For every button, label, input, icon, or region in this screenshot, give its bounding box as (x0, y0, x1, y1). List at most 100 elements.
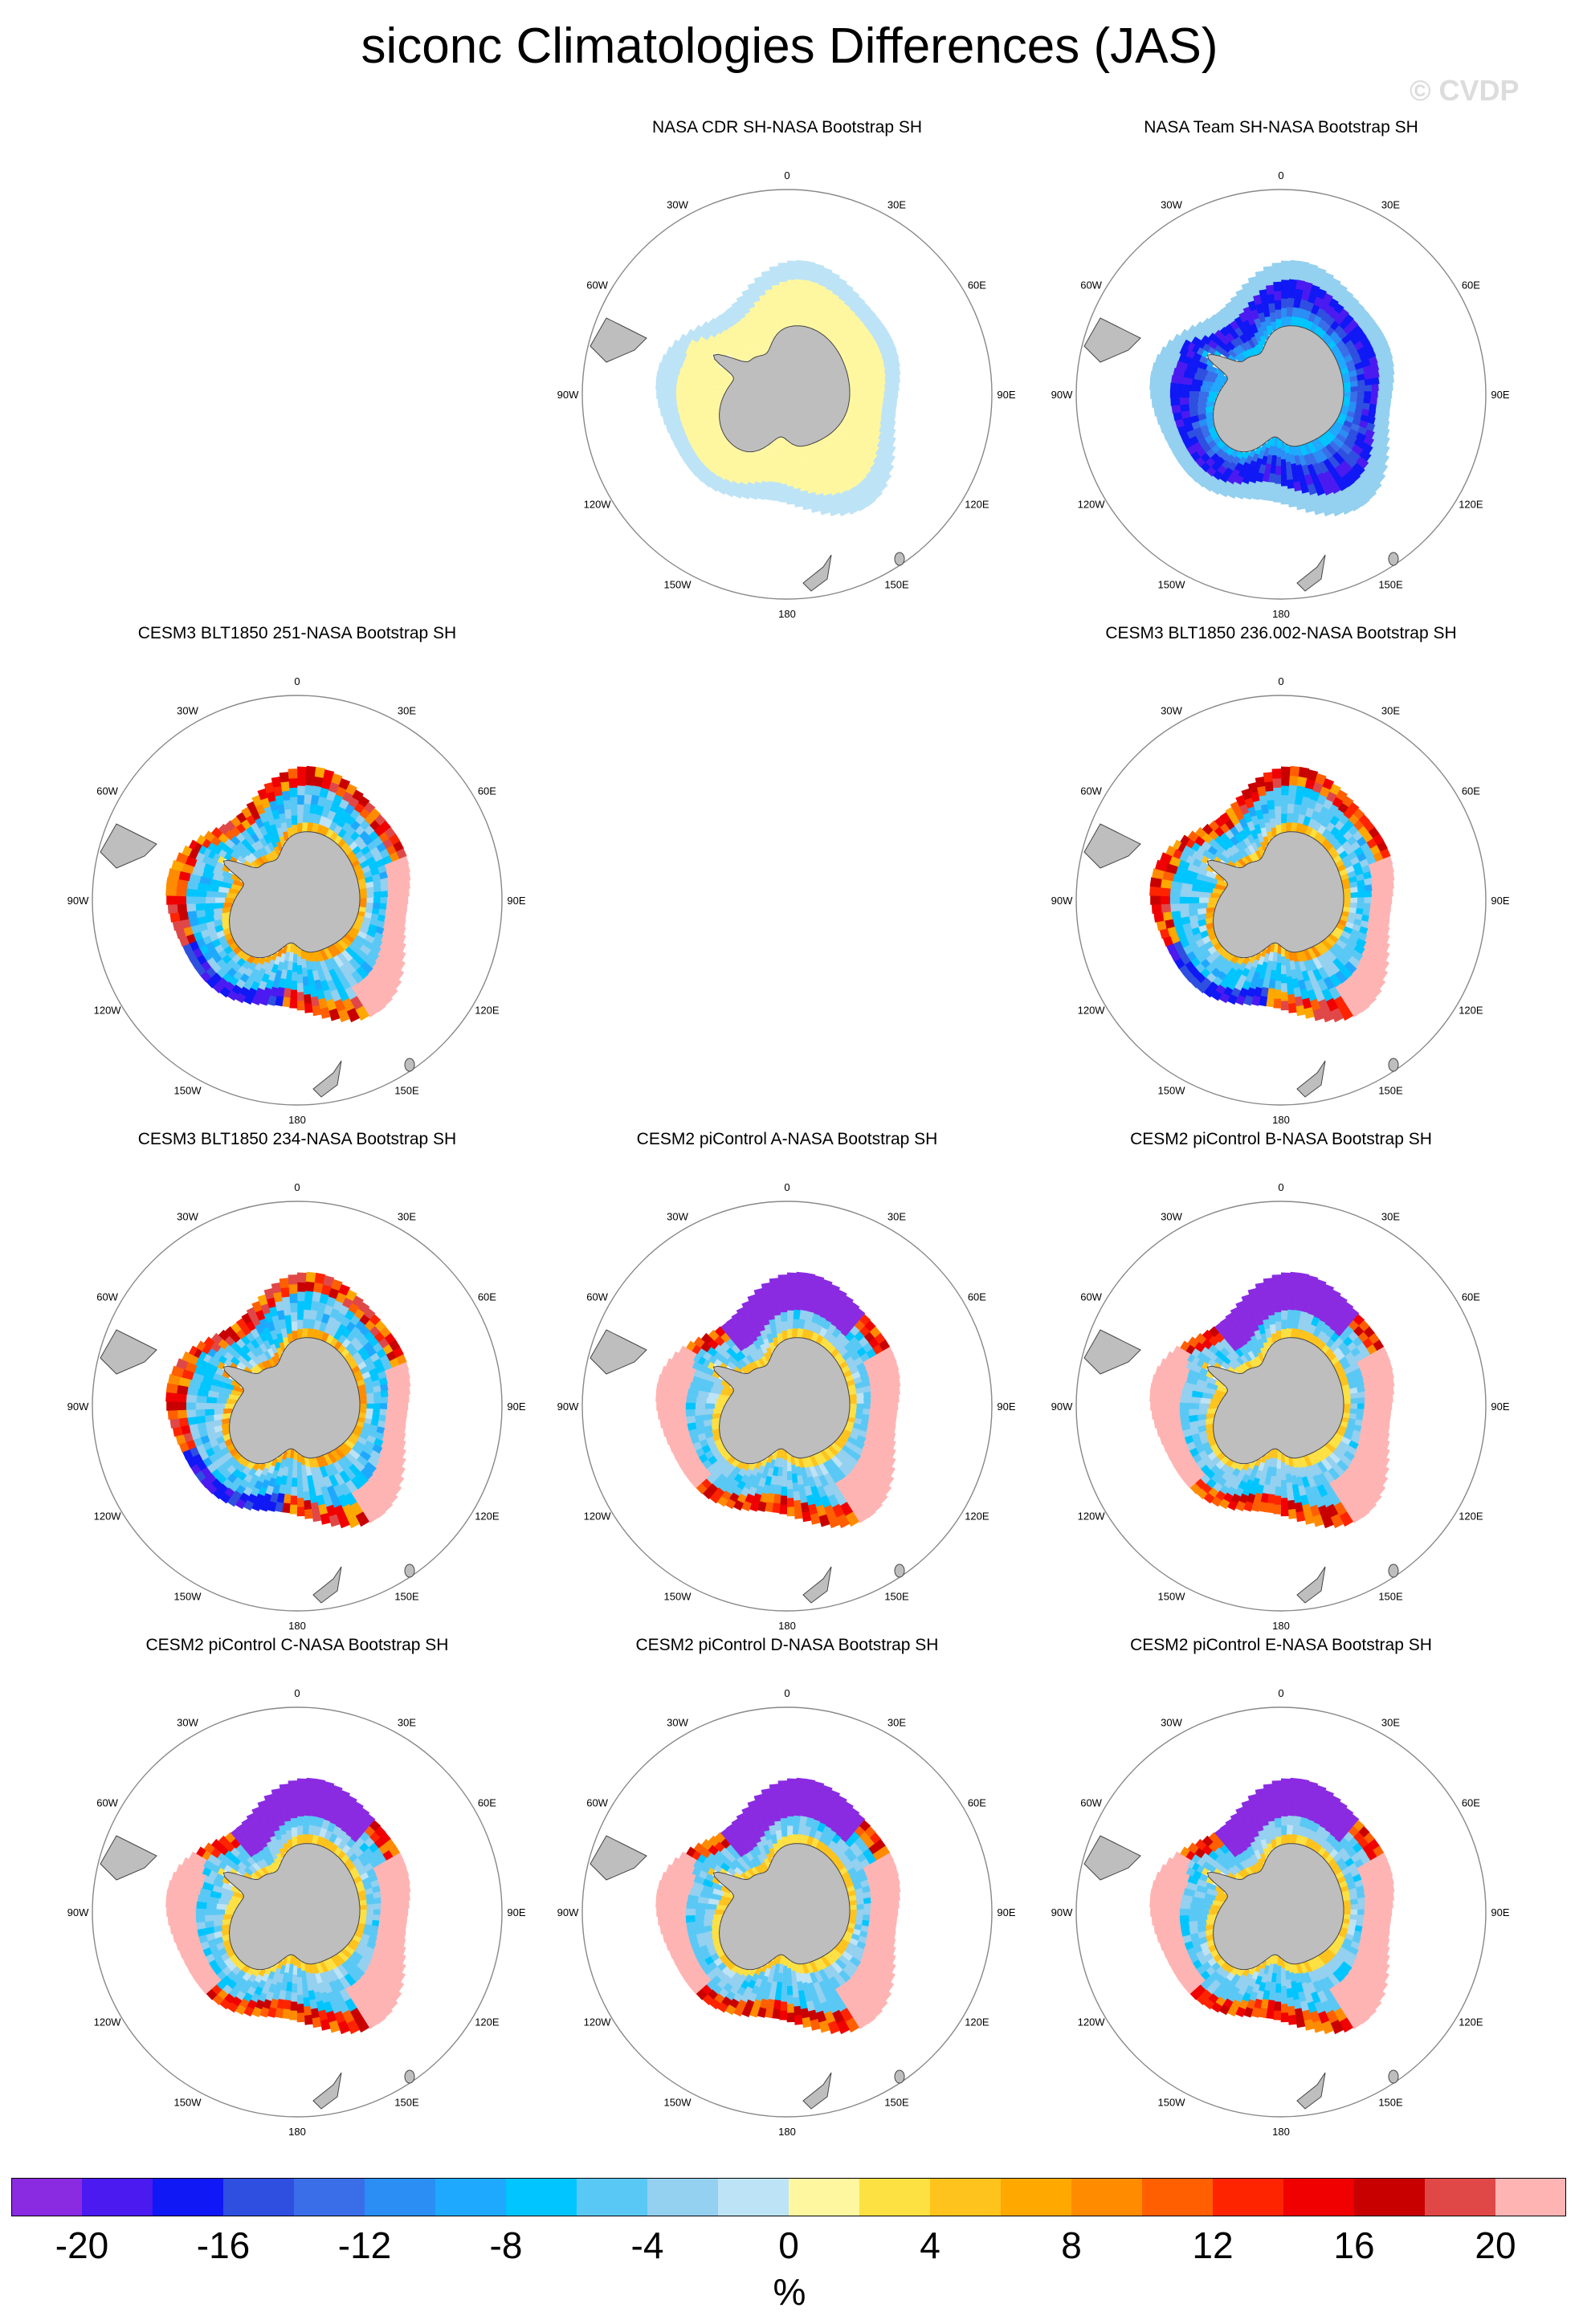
sea-ice-cell (1343, 386, 1352, 393)
sea-ice-cell (1194, 467, 1206, 478)
sea-ice-cell (269, 986, 279, 998)
sea-ice-cell (389, 1943, 399, 1953)
sea-ice-cell (387, 1908, 395, 1916)
sea-ice-cell (1294, 490, 1304, 501)
sea-ice-cell (284, 808, 292, 819)
sea-ice-cell (1375, 353, 1386, 363)
sea-ice-cell (183, 926, 194, 937)
sea-ice-cell (1368, 1332, 1380, 1344)
sea-ice-cell (1329, 1289, 1341, 1302)
sea-ice-cell (748, 450, 757, 460)
sea-ice-cell (816, 283, 826, 296)
sea-ice-cell (1229, 1320, 1240, 1331)
sea-ice-cell (1350, 385, 1359, 393)
sea-ice-cell (1355, 873, 1365, 882)
sea-ice-cell (1368, 356, 1379, 365)
sea-ice-cell (888, 1417, 897, 1426)
sea-ice-cell (1364, 877, 1373, 886)
sea-ice-cell (884, 434, 896, 446)
sea-ice-cell (209, 1944, 219, 1954)
sea-ice-cell (659, 1418, 671, 1429)
sea-ice-cell (1196, 361, 1208, 370)
sea-ice-cell (711, 406, 720, 414)
sea-ice-cell (1205, 1370, 1215, 1379)
sea-ice-cell (359, 1904, 368, 1910)
sea-ice-cell (1357, 426, 1369, 436)
sea-ice-cell (757, 465, 766, 476)
sea-ice-cell (292, 953, 297, 964)
sea-ice-cell (741, 1348, 750, 1358)
sea-ice-cell (1348, 308, 1360, 320)
sea-ice-cell (1300, 823, 1308, 834)
sea-ice-cell (320, 1992, 330, 2004)
sea-ice-cell (1347, 1001, 1362, 1017)
sea-ice-cell (1323, 459, 1335, 472)
sea-ice-cell (289, 2010, 297, 2020)
longitude-label: 90E (1491, 1401, 1509, 1413)
sea-ice-cell (809, 1466, 818, 1478)
sea-ice-cell (1281, 776, 1291, 786)
sea-ice-cell (830, 1348, 840, 1358)
sea-ice-cell (1169, 1409, 1181, 1418)
sea-ice-cell (849, 392, 858, 398)
sea-ice-cell (255, 829, 264, 840)
sea-ice-cell (883, 1402, 892, 1410)
sea-ice-cell (805, 455, 813, 467)
sea-ice-cell (301, 1473, 308, 1484)
sea-ice-cell (1345, 359, 1356, 368)
sea-ice-cell (235, 841, 247, 851)
sea-ice-cell (676, 374, 689, 384)
longitude-label: 150E (394, 1084, 419, 1096)
sea-ice-cell (714, 1403, 725, 1409)
sea-ice-cell (736, 329, 745, 340)
sea-ice-cell (857, 444, 870, 456)
sea-ice-cell (246, 1350, 256, 1360)
sea-ice-cell (314, 979, 323, 991)
sea-ice-cell (885, 427, 896, 438)
sea-ice-cell (772, 1336, 779, 1348)
sea-ice-cell (690, 455, 702, 467)
sea-ice-cell (891, 1402, 899, 1411)
sea-ice-cell (869, 397, 877, 404)
sea-ice-cell (386, 903, 394, 911)
sea-ice-cell (1251, 1357, 1260, 1368)
sea-ice-cell (766, 297, 775, 308)
sea-ice-cell (1251, 995, 1261, 1006)
sea-ice-cell (1194, 826, 1207, 839)
sea-ice-cell (284, 1991, 292, 2001)
sea-ice-cell (762, 326, 771, 337)
sea-ice-cell (1328, 973, 1342, 989)
sea-ice-cell (346, 850, 356, 860)
sea-ice-cell (271, 777, 282, 788)
sea-ice-cell (666, 389, 676, 399)
sea-ice-cell (1235, 288, 1246, 301)
sea-ice-cell (863, 1403, 871, 1409)
sea-ice-cell (264, 966, 273, 976)
sea-ice-cell (335, 785, 347, 798)
sea-ice-cell (361, 921, 371, 930)
sea-ice-cell (361, 1877, 372, 1886)
longitude-label: 120W (584, 499, 612, 511)
sea-ice-cell (1303, 281, 1313, 292)
sea-ice-cell (685, 1415, 696, 1425)
sea-ice-cell (883, 1347, 894, 1358)
sea-ice-cell (1218, 993, 1230, 1004)
sea-ice-cell (808, 491, 818, 504)
sea-ice-cell (1364, 1396, 1373, 1404)
sea-ice-cell (1371, 1481, 1386, 1495)
sea-ice-cell (255, 1335, 264, 1346)
sea-ice-cell (255, 817, 264, 829)
sea-ice-cell (683, 425, 693, 435)
sea-ice-cell (704, 397, 714, 403)
sea-ice-cell (288, 1274, 298, 1285)
sea-ice-cell (740, 1366, 749, 1375)
sea-ice-cell (1275, 1320, 1282, 1331)
sea-ice-cell (781, 456, 787, 467)
sea-ice-cell (843, 357, 853, 366)
sea-ice-cell (221, 1975, 232, 1986)
sea-ice-cell (1304, 501, 1315, 513)
sea-ice-cell (1334, 1476, 1348, 1490)
sea-ice-cell (176, 1384, 189, 1395)
sea-ice-cell (749, 489, 760, 500)
sea-ice-cell (250, 832, 260, 843)
